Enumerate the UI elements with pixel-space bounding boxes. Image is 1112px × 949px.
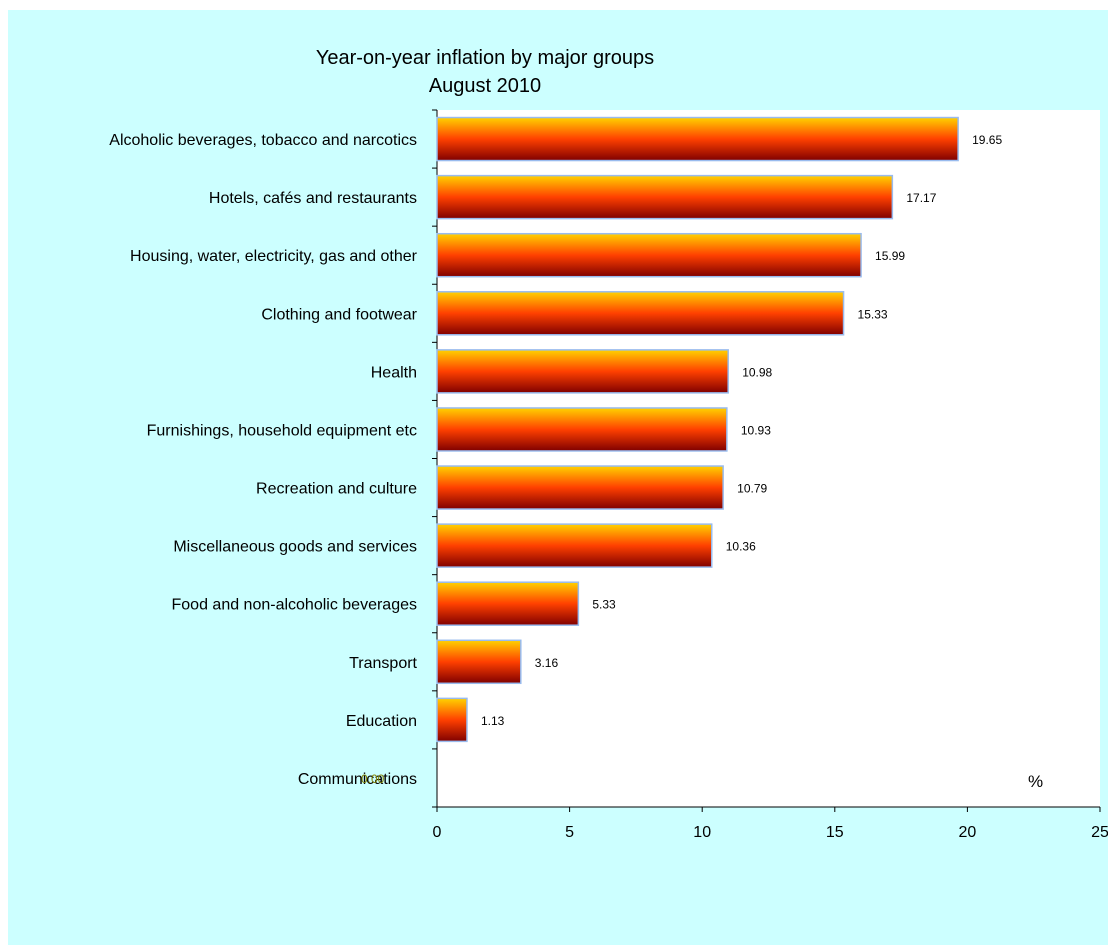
bar	[436, 523, 713, 568]
category-label: Alcoholic beverages, tobacco and narcoti…	[109, 132, 417, 149]
value-label: 10.93	[741, 423, 771, 437]
plot-area	[437, 110, 1100, 807]
category-label: Recreation and culture	[256, 481, 417, 498]
x-tick-label: 5	[565, 824, 574, 841]
bar	[436, 291, 845, 336]
value-label: 10.79	[737, 482, 767, 496]
value-label: 15.33	[858, 307, 888, 321]
bar	[436, 232, 862, 278]
category-label: Food and non-alcoholic beverages	[172, 597, 418, 614]
x-tick-label: 0	[433, 824, 442, 841]
bar-chart: 0 5 10 15 20 25 Alcoholic beverages, tobacco a…	[109, 109, 1108, 841]
chart-subtitle: August 2010	[428, 75, 542, 97]
value-label: 10.36	[726, 540, 756, 554]
bar	[436, 349, 729, 394]
bar	[436, 581, 580, 626]
category-label: Hotels, cafés and restaurants	[209, 190, 417, 207]
value-label: 19.65	[972, 133, 1002, 147]
category-label: Health	[371, 364, 417, 381]
bar	[436, 697, 468, 743]
chart-area: Year-on-year inflation by major groups A…	[8, 10, 1108, 945]
x-tick-label: 25	[1091, 824, 1108, 841]
bar	[436, 116, 959, 162]
category-label: Transport	[349, 655, 417, 672]
category-label: Clothing and footwear	[261, 306, 417, 323]
category-label: Communications	[298, 771, 417, 788]
value-label: 1.13	[481, 714, 505, 728]
category-label: Miscellaneous goods and services	[173, 539, 417, 556]
chart-title: Year-on-year inflation by major groups	[315, 47, 655, 69]
value-label: 17.17	[906, 191, 936, 205]
category-label: Furnishings, household equipment etc	[147, 422, 417, 439]
bar	[436, 465, 724, 510]
category-label: Housing, water, electricity, gas and oth…	[130, 248, 418, 265]
category-label: Education	[346, 713, 417, 730]
x-tick-label: 20	[959, 824, 977, 841]
x-tick-label: 15	[826, 824, 844, 841]
value-label: 15.99	[875, 249, 905, 263]
value-label: 3.16	[535, 656, 559, 670]
value-label: 10.98	[742, 365, 772, 379]
unit-label: %	[1028, 772, 1043, 791]
bar	[436, 174, 894, 220]
x-tick-label: 10	[693, 824, 711, 841]
value-label: 5.33	[592, 598, 616, 612]
bar	[436, 639, 522, 685]
value-label: 0.00	[361, 772, 385, 786]
bar	[436, 407, 728, 452]
